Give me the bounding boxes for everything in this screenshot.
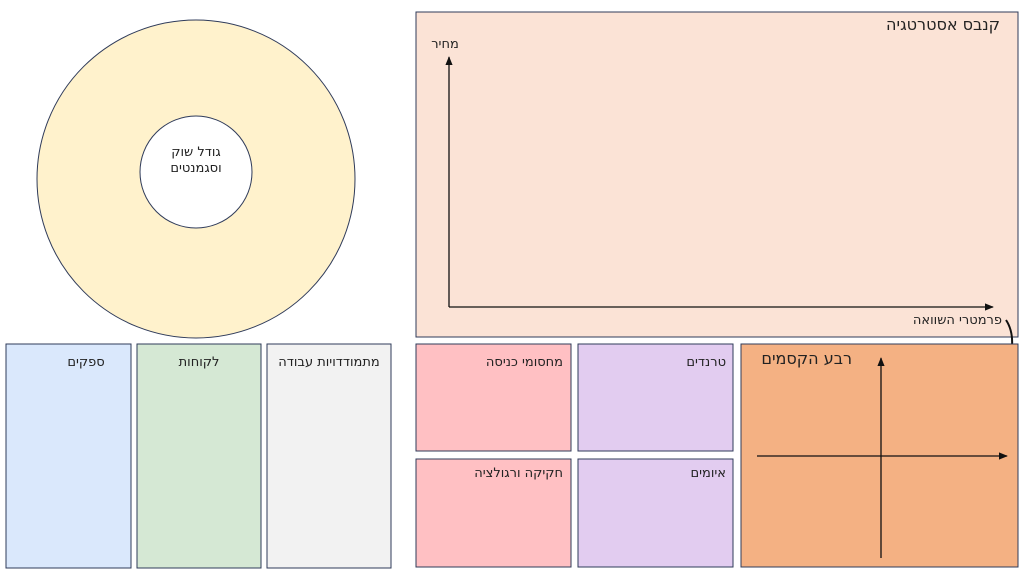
y-axis-label: מחיר (431, 37, 459, 52)
box-label: ספקים (67, 355, 104, 370)
box (415, 458, 572, 568)
canvas-title: קנבס אסטרטגיה (886, 15, 1000, 34)
box-label: מחסומי כניסה (486, 355, 563, 370)
box (415, 343, 572, 452)
market-label: גודל שוק (171, 145, 221, 160)
box-label: איומים (690, 466, 726, 481)
box-label: מתמודדויות עבודה (278, 355, 379, 370)
market-label: וסגמנטים (170, 161, 221, 176)
quadrant-title: רבע הקסמים (761, 349, 852, 368)
box (136, 343, 262, 569)
strategy-canvas (415, 11, 1019, 338)
box (266, 343, 392, 569)
box (577, 343, 734, 452)
box-label: לקוחות (179, 355, 220, 370)
box (577, 458, 734, 568)
x-axis-label: פרמטרי השוואה (913, 313, 1002, 328)
market-core (139, 115, 253, 229)
box-label: חקיקה ורגולציה (474, 466, 563, 481)
box-label: טרנדים (686, 355, 726, 370)
box (5, 343, 132, 569)
